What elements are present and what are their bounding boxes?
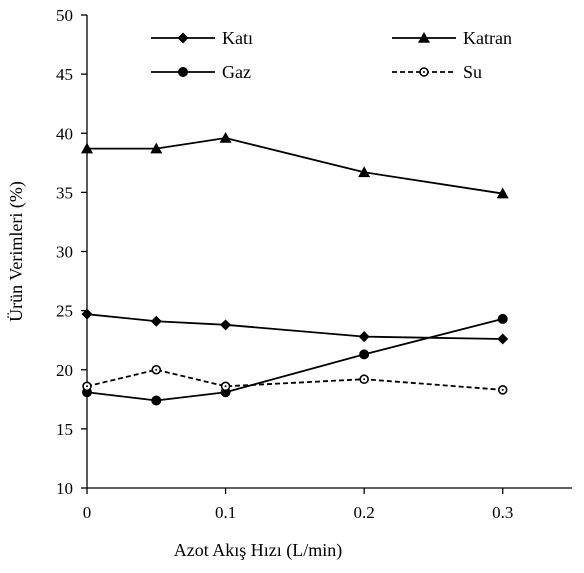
series-katran (81, 131, 509, 199)
legend-item-gaz: Gaz (151, 62, 251, 82)
series-gaz (82, 313, 508, 406)
x-axis-title: Azot Akış Hızı (L/min) (174, 540, 342, 561)
x-tick-label: 0.2 (354, 503, 375, 522)
series-su (82, 364, 508, 395)
data-point-katran (219, 131, 232, 143)
legend-marker-su-center (423, 71, 425, 73)
data-point-su-center (224, 385, 227, 388)
data-point-katran (150, 142, 163, 154)
legend-label-katran: Katran (463, 28, 512, 48)
y-tick-label: 25 (56, 302, 73, 321)
legend-label-gaz: Gaz (222, 62, 251, 82)
legend-item-su: Su (392, 62, 482, 82)
data-point-kat (220, 319, 232, 331)
data-point-kat (81, 308, 93, 320)
data-point-su-center (155, 368, 158, 371)
data-point-katran (496, 187, 509, 199)
legend-label-kat: Katı (222, 28, 253, 48)
legend-marker-kat (177, 32, 189, 44)
legend: Katı Katran Gaz Su (151, 28, 512, 82)
x-tick-label: 0 (83, 503, 92, 522)
series-kat (81, 308, 509, 345)
legend-label-su: Su (463, 62, 482, 82)
data-point-katran (358, 166, 371, 178)
data-point-su-center (86, 385, 88, 388)
data-point-su-center (363, 378, 366, 381)
data-point-kat (358, 331, 370, 343)
series-layer (81, 131, 509, 406)
y-tick-label: 30 (56, 243, 73, 262)
data-point-gaz (359, 349, 370, 360)
data-point-katran (81, 142, 93, 154)
legend-item-kat: Katı (151, 28, 253, 48)
y-tick-label: 20 (56, 361, 73, 380)
data-point-gaz (151, 395, 162, 406)
data-point-su-center (501, 388, 504, 391)
y-tick-label: 15 (56, 420, 73, 439)
data-point-kat (497, 333, 509, 345)
legend-marker-gaz (178, 67, 188, 77)
data-point-gaz (497, 313, 508, 324)
data-point-kat (150, 315, 162, 327)
series-line-katran (87, 137, 503, 195)
y-tick-label: 45 (56, 65, 73, 84)
y-tick-label: 40 (56, 124, 73, 143)
y-tick-label: 10 (56, 479, 73, 498)
y-axis-title: Ürün Verimleri (%) (6, 181, 27, 322)
x-tick-label: 0.3 (492, 503, 513, 522)
x-tick-label: 0.1 (215, 503, 236, 522)
y-tick-label: 50 (56, 6, 73, 25)
legend-marker-katran (418, 32, 430, 43)
y-tick-label: 35 (56, 183, 73, 202)
legend-item-katran: Katran (392, 28, 512, 48)
axes: 10 15 20 25 30 35 40 45 50 0 0.1 0.2 0.3 (56, 6, 572, 522)
